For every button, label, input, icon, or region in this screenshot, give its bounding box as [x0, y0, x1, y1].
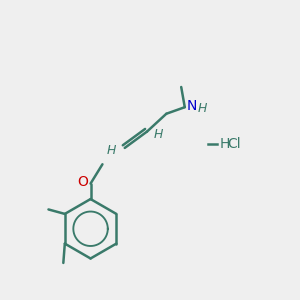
- Text: N: N: [186, 99, 197, 113]
- Text: H: H: [220, 137, 230, 151]
- Text: H: H: [197, 102, 207, 115]
- Text: Cl: Cl: [227, 137, 241, 152]
- Text: H: H: [154, 128, 163, 141]
- Text: H: H: [107, 144, 116, 157]
- Text: O: O: [78, 175, 88, 189]
